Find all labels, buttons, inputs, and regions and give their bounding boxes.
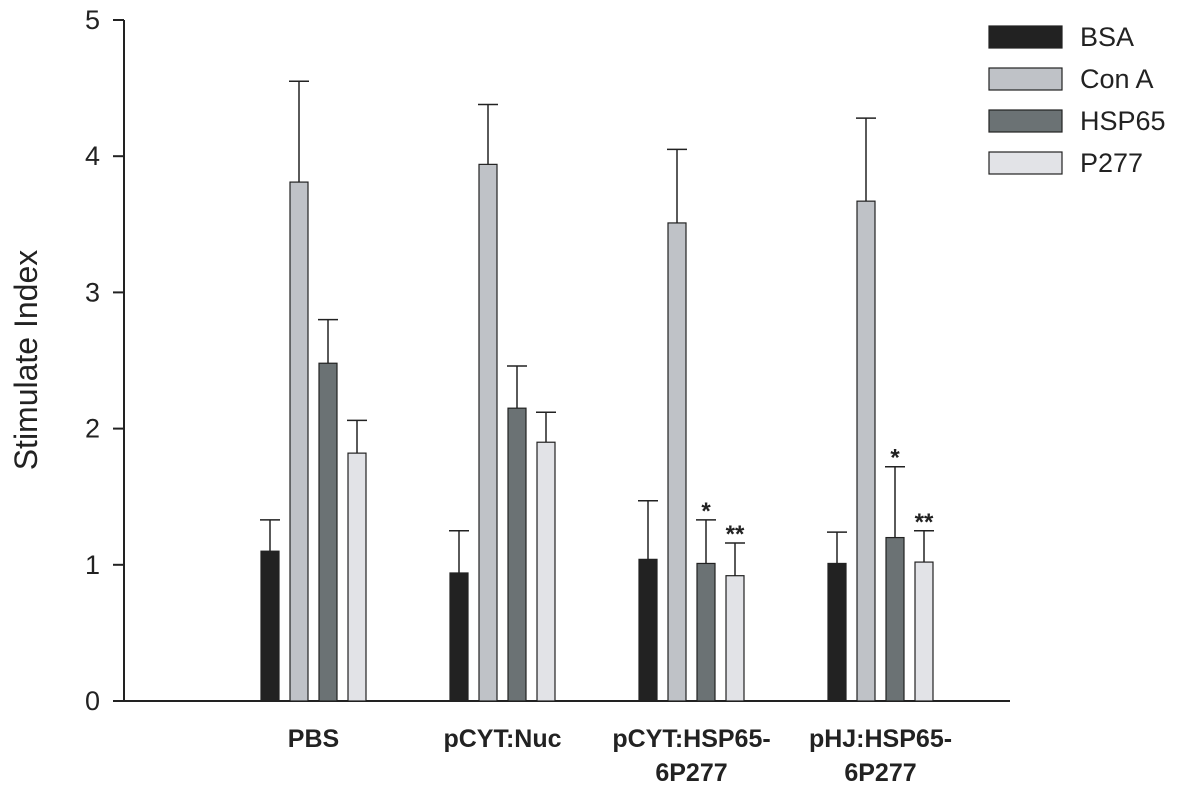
legend-swatch bbox=[988, 25, 1063, 49]
x-category-label: PBS bbox=[288, 725, 339, 753]
y-tick-label: 1 bbox=[85, 550, 100, 580]
significance-marker: ** bbox=[726, 521, 745, 548]
significance-marker: ** bbox=[915, 509, 934, 536]
significance-marker: * bbox=[890, 445, 900, 472]
x-category-label: pCYT:Nuc bbox=[443, 725, 561, 753]
bar-con-a bbox=[856, 200, 876, 702]
bar-hsp65 bbox=[318, 362, 338, 702]
chart-axes bbox=[123, 20, 1010, 702]
legend-label: Con A bbox=[1080, 64, 1154, 94]
y-tick-label: 4 bbox=[85, 141, 100, 171]
bar-hsp65 bbox=[696, 562, 716, 702]
bar-bsa bbox=[449, 572, 469, 702]
x-category-label: pCYT:HSP65- bbox=[612, 725, 770, 753]
x-category-label-line2: 6P277 bbox=[655, 759, 727, 787]
x-category-label-line2: 6P277 bbox=[844, 759, 916, 787]
legend-swatch bbox=[988, 151, 1063, 175]
legend: BSA Con A HSP65 P277 bbox=[988, 22, 1166, 178]
bar-hsp65 bbox=[507, 407, 527, 702]
y-tick-label: 5 bbox=[85, 5, 100, 35]
bar-con-a bbox=[478, 163, 498, 702]
legend-label: P277 bbox=[1080, 148, 1143, 178]
y-axis-title: Stimulate Index bbox=[8, 250, 44, 471]
bar-p277 bbox=[536, 441, 556, 702]
bar-p277 bbox=[914, 561, 934, 702]
x-category-label: pHJ:HSP65- bbox=[809, 725, 952, 753]
bar-series-group: **** ** bbox=[260, 80, 934, 702]
bar-con-a bbox=[667, 222, 687, 702]
x-axis-category-labels: PBS pCYT:Nuc pCYT:HSP65- 6P277 pHJ:HSP65- 6P2… bbox=[288, 725, 952, 787]
bar-bsa bbox=[260, 550, 280, 702]
y-tick-label: 3 bbox=[85, 277, 100, 307]
bar-bsa bbox=[638, 558, 658, 702]
bar-p277 bbox=[725, 575, 745, 702]
legend-label: BSA bbox=[1080, 22, 1134, 52]
bar-p277 bbox=[347, 452, 367, 702]
bar-bsa bbox=[827, 562, 847, 702]
bar-hsp65 bbox=[885, 536, 905, 702]
legend-swatch bbox=[988, 67, 1063, 91]
legend-swatch bbox=[988, 109, 1063, 133]
bar-con-a bbox=[289, 181, 309, 702]
legend-label: HSP65 bbox=[1080, 106, 1166, 136]
y-tick-label: 0 bbox=[85, 686, 100, 716]
significance-marker: * bbox=[701, 498, 711, 525]
y-tick-label: 2 bbox=[85, 414, 100, 444]
y-axis-ticks: 0 1 2 3 4 5 bbox=[85, 5, 124, 716]
